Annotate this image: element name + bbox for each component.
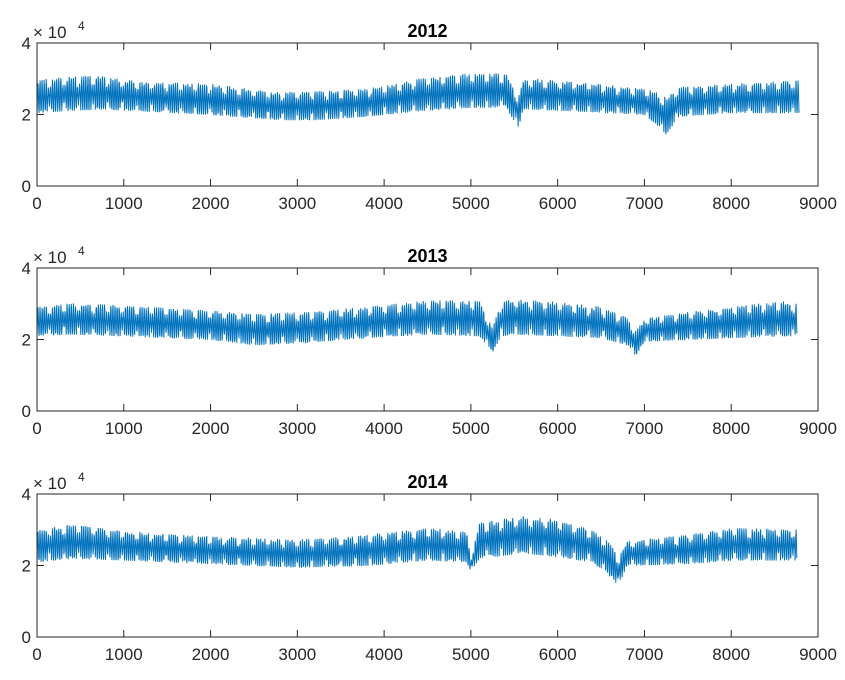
chart-title: 2014 [407, 472, 447, 492]
y-exponent-base: × 10 [33, 248, 67, 267]
x-tick-label: 3000 [278, 194, 316, 213]
y-tick-label: 2 [22, 106, 31, 125]
x-tick-label: 0 [32, 419, 41, 438]
x-tick-label: 1000 [105, 419, 143, 438]
y-tick-label: 4 [22, 34, 31, 53]
subplot-2014: 0 1000 2000 3000 4000 5000 6000 7000 8000 9000 0 2 4… [22, 470, 837, 664]
x-tick-label: 8000 [712, 194, 750, 213]
x-tick-label: 5000 [452, 194, 490, 213]
y-tick-label: 2 [22, 557, 31, 576]
x-tick-label: 2000 [192, 645, 230, 664]
y-tick-label: 4 [22, 259, 31, 278]
x-tick-label: 2000 [192, 419, 230, 438]
y-tick-label: 4 [22, 485, 31, 504]
series-line [37, 73, 800, 135]
subplot-2013: 0 1000 2000 3000 4000 5000 6000 7000 8000 9000 0 2 4… [22, 244, 837, 438]
chart-title: 2012 [407, 21, 447, 41]
y-exponent-power: 4 [78, 244, 85, 258]
x-tick-label: 6000 [539, 419, 577, 438]
x-tick-label: 9000 [799, 419, 837, 438]
x-tick-label: 7000 [626, 645, 664, 664]
subplot-2012: 0 1000 2000 3000 4000 5000 6000 7000 8000 9000 0 2 4… [22, 19, 837, 213]
x-tick-label: 0 [32, 645, 41, 664]
chart-title: 2013 [407, 246, 447, 266]
x-tick-label: 5000 [452, 419, 490, 438]
x-tick-label: 6000 [539, 194, 577, 213]
x-tick-label: 8000 [712, 419, 750, 438]
y-tick-label: 0 [22, 402, 31, 421]
x-tick-label: 4000 [365, 419, 403, 438]
y-tick-label: 0 [22, 177, 31, 196]
y-exponent-power: 4 [78, 19, 85, 33]
x-tick-label: 9000 [799, 645, 837, 664]
x-tick-label: 1000 [105, 194, 143, 213]
x-tick-label: 4000 [365, 645, 403, 664]
y-tick-label: 2 [22, 331, 31, 350]
x-tick-label: 2000 [192, 194, 230, 213]
series-line [37, 299, 798, 355]
series-line [37, 516, 798, 583]
x-tick-label: 6000 [539, 645, 577, 664]
x-tick-label: 7000 [626, 194, 664, 213]
x-tick-label: 3000 [278, 419, 316, 438]
x-tick-label: 8000 [712, 645, 750, 664]
x-tick-label: 4000 [365, 194, 403, 213]
y-exponent-base: × 10 [33, 474, 67, 493]
x-tick-label: 9000 [799, 194, 837, 213]
y-tick-label: 0 [22, 628, 31, 647]
x-tick-label: 3000 [278, 645, 316, 664]
axes-box [36, 493, 819, 638]
y-exponent-power: 4 [78, 470, 85, 484]
x-tick-label: 0 [32, 194, 41, 213]
x-tick-label: 5000 [452, 645, 490, 664]
x-tick-label: 1000 [105, 645, 143, 664]
axes-box [36, 267, 819, 412]
x-tick-label: 7000 [626, 419, 664, 438]
y-exponent-base: × 10 [33, 23, 67, 42]
